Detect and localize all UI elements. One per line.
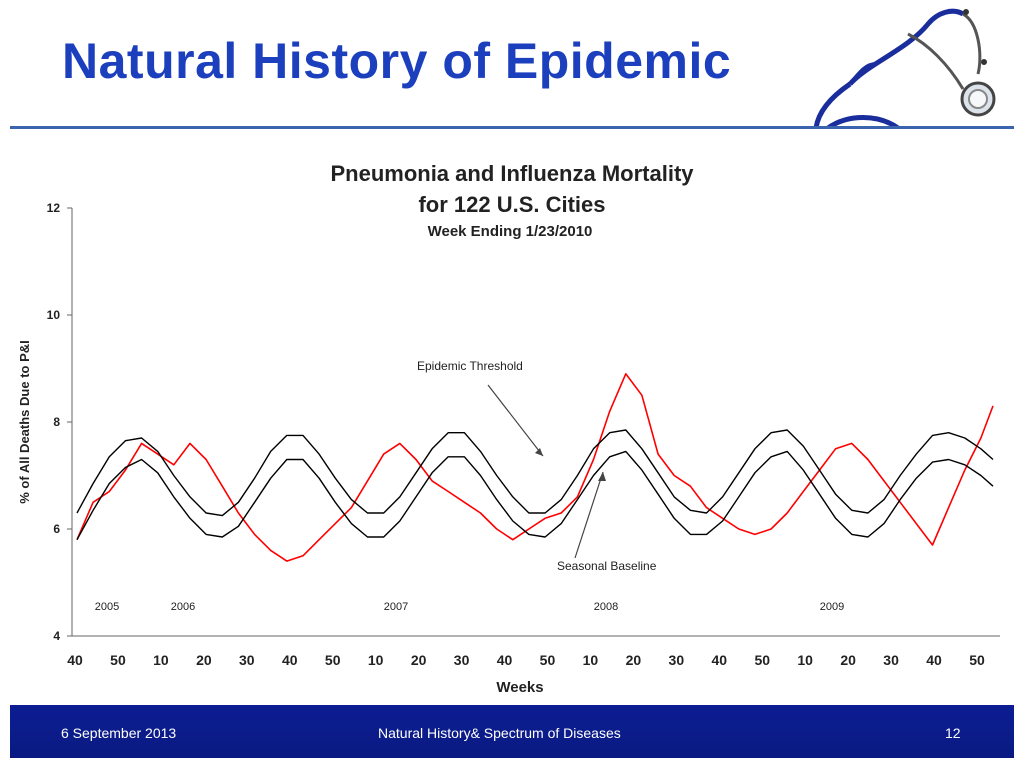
- y-tick-label: 8: [53, 415, 60, 429]
- y-tick-label: 6: [53, 522, 60, 536]
- mortality-chart: Pneumonia and Influenza Mortality for 12…: [17, 161, 1000, 696]
- x-tick-label: 40: [282, 652, 298, 668]
- chart-subtitle-date: Week Ending 1/23/2010: [428, 223, 593, 240]
- y-axis-label: % of All Deaths Due to P&I: [17, 340, 32, 503]
- x-tick-label: 30: [454, 652, 470, 668]
- chart-title: Pneumonia and Influenza Mortality: [330, 161, 694, 186]
- x-tick-label: 20: [840, 652, 856, 668]
- y-tick-label: 12: [47, 201, 61, 215]
- x-tick-label: 30: [669, 652, 685, 668]
- x-tick-label: 40: [67, 652, 83, 668]
- x-axis-label: Weeks: [496, 679, 543, 696]
- x-tick-label: 30: [239, 652, 255, 668]
- x-tick-label: 20: [626, 652, 642, 668]
- chart-subtitle: for 122 U.S. Cities: [418, 192, 605, 217]
- x-tick-label: 50: [754, 652, 770, 668]
- footer-date: 6 September 2013: [61, 725, 177, 741]
- slide-footer: 6 September 2013 Natural History& Spectr…: [10, 705, 1014, 758]
- annotation-epidemic-threshold: Epidemic Threshold: [417, 359, 523, 373]
- epidemic-threshold-line: [76, 429, 994, 517]
- x-tick-label: 10: [153, 652, 169, 668]
- x-tick-label: 10: [797, 652, 813, 668]
- y-tick-label: 10: [47, 308, 61, 322]
- x-tick-label: 50: [110, 652, 126, 668]
- annotation-seasonal-baseline: Seasonal Baseline: [557, 559, 657, 573]
- x-tick-label: 10: [583, 652, 599, 668]
- x-tick-label: 20: [196, 652, 212, 668]
- x-tick-label: 20: [411, 652, 427, 668]
- x-tick-label: 30: [883, 652, 899, 668]
- x-tick-label: 50: [540, 652, 556, 668]
- y-tick-label: 4: [53, 629, 60, 643]
- threshold-arrowhead: [535, 448, 543, 456]
- page-number: 12: [945, 725, 961, 741]
- year-label: 2009: [820, 601, 844, 613]
- slide-title: Natural History of Epidemic: [62, 33, 732, 89]
- baseline-arrowhead: [598, 472, 606, 481]
- year-label: 2008: [594, 601, 618, 613]
- x-tick-label: 50: [969, 652, 985, 668]
- year-label: 2006: [171, 601, 195, 613]
- threshold-arrow: [487, 384, 544, 457]
- x-tick-label: 40: [711, 652, 727, 668]
- year-label: 2005: [95, 601, 119, 613]
- mortality-series-line: [76, 373, 994, 562]
- x-tick-label: 50: [325, 652, 341, 668]
- footer-title: Natural History& Spectrum of Diseases: [378, 725, 621, 741]
- baseline-arrow: [574, 471, 604, 559]
- year-label: 2007: [384, 601, 408, 613]
- x-tick-label: 40: [926, 652, 942, 668]
- seasonal-baseline-line: [76, 450, 994, 541]
- x-tick-label: 40: [497, 652, 513, 668]
- title-divider: [10, 126, 1014, 129]
- stethoscope-icon: [813, 8, 996, 128]
- x-tick-label: 10: [368, 652, 384, 668]
